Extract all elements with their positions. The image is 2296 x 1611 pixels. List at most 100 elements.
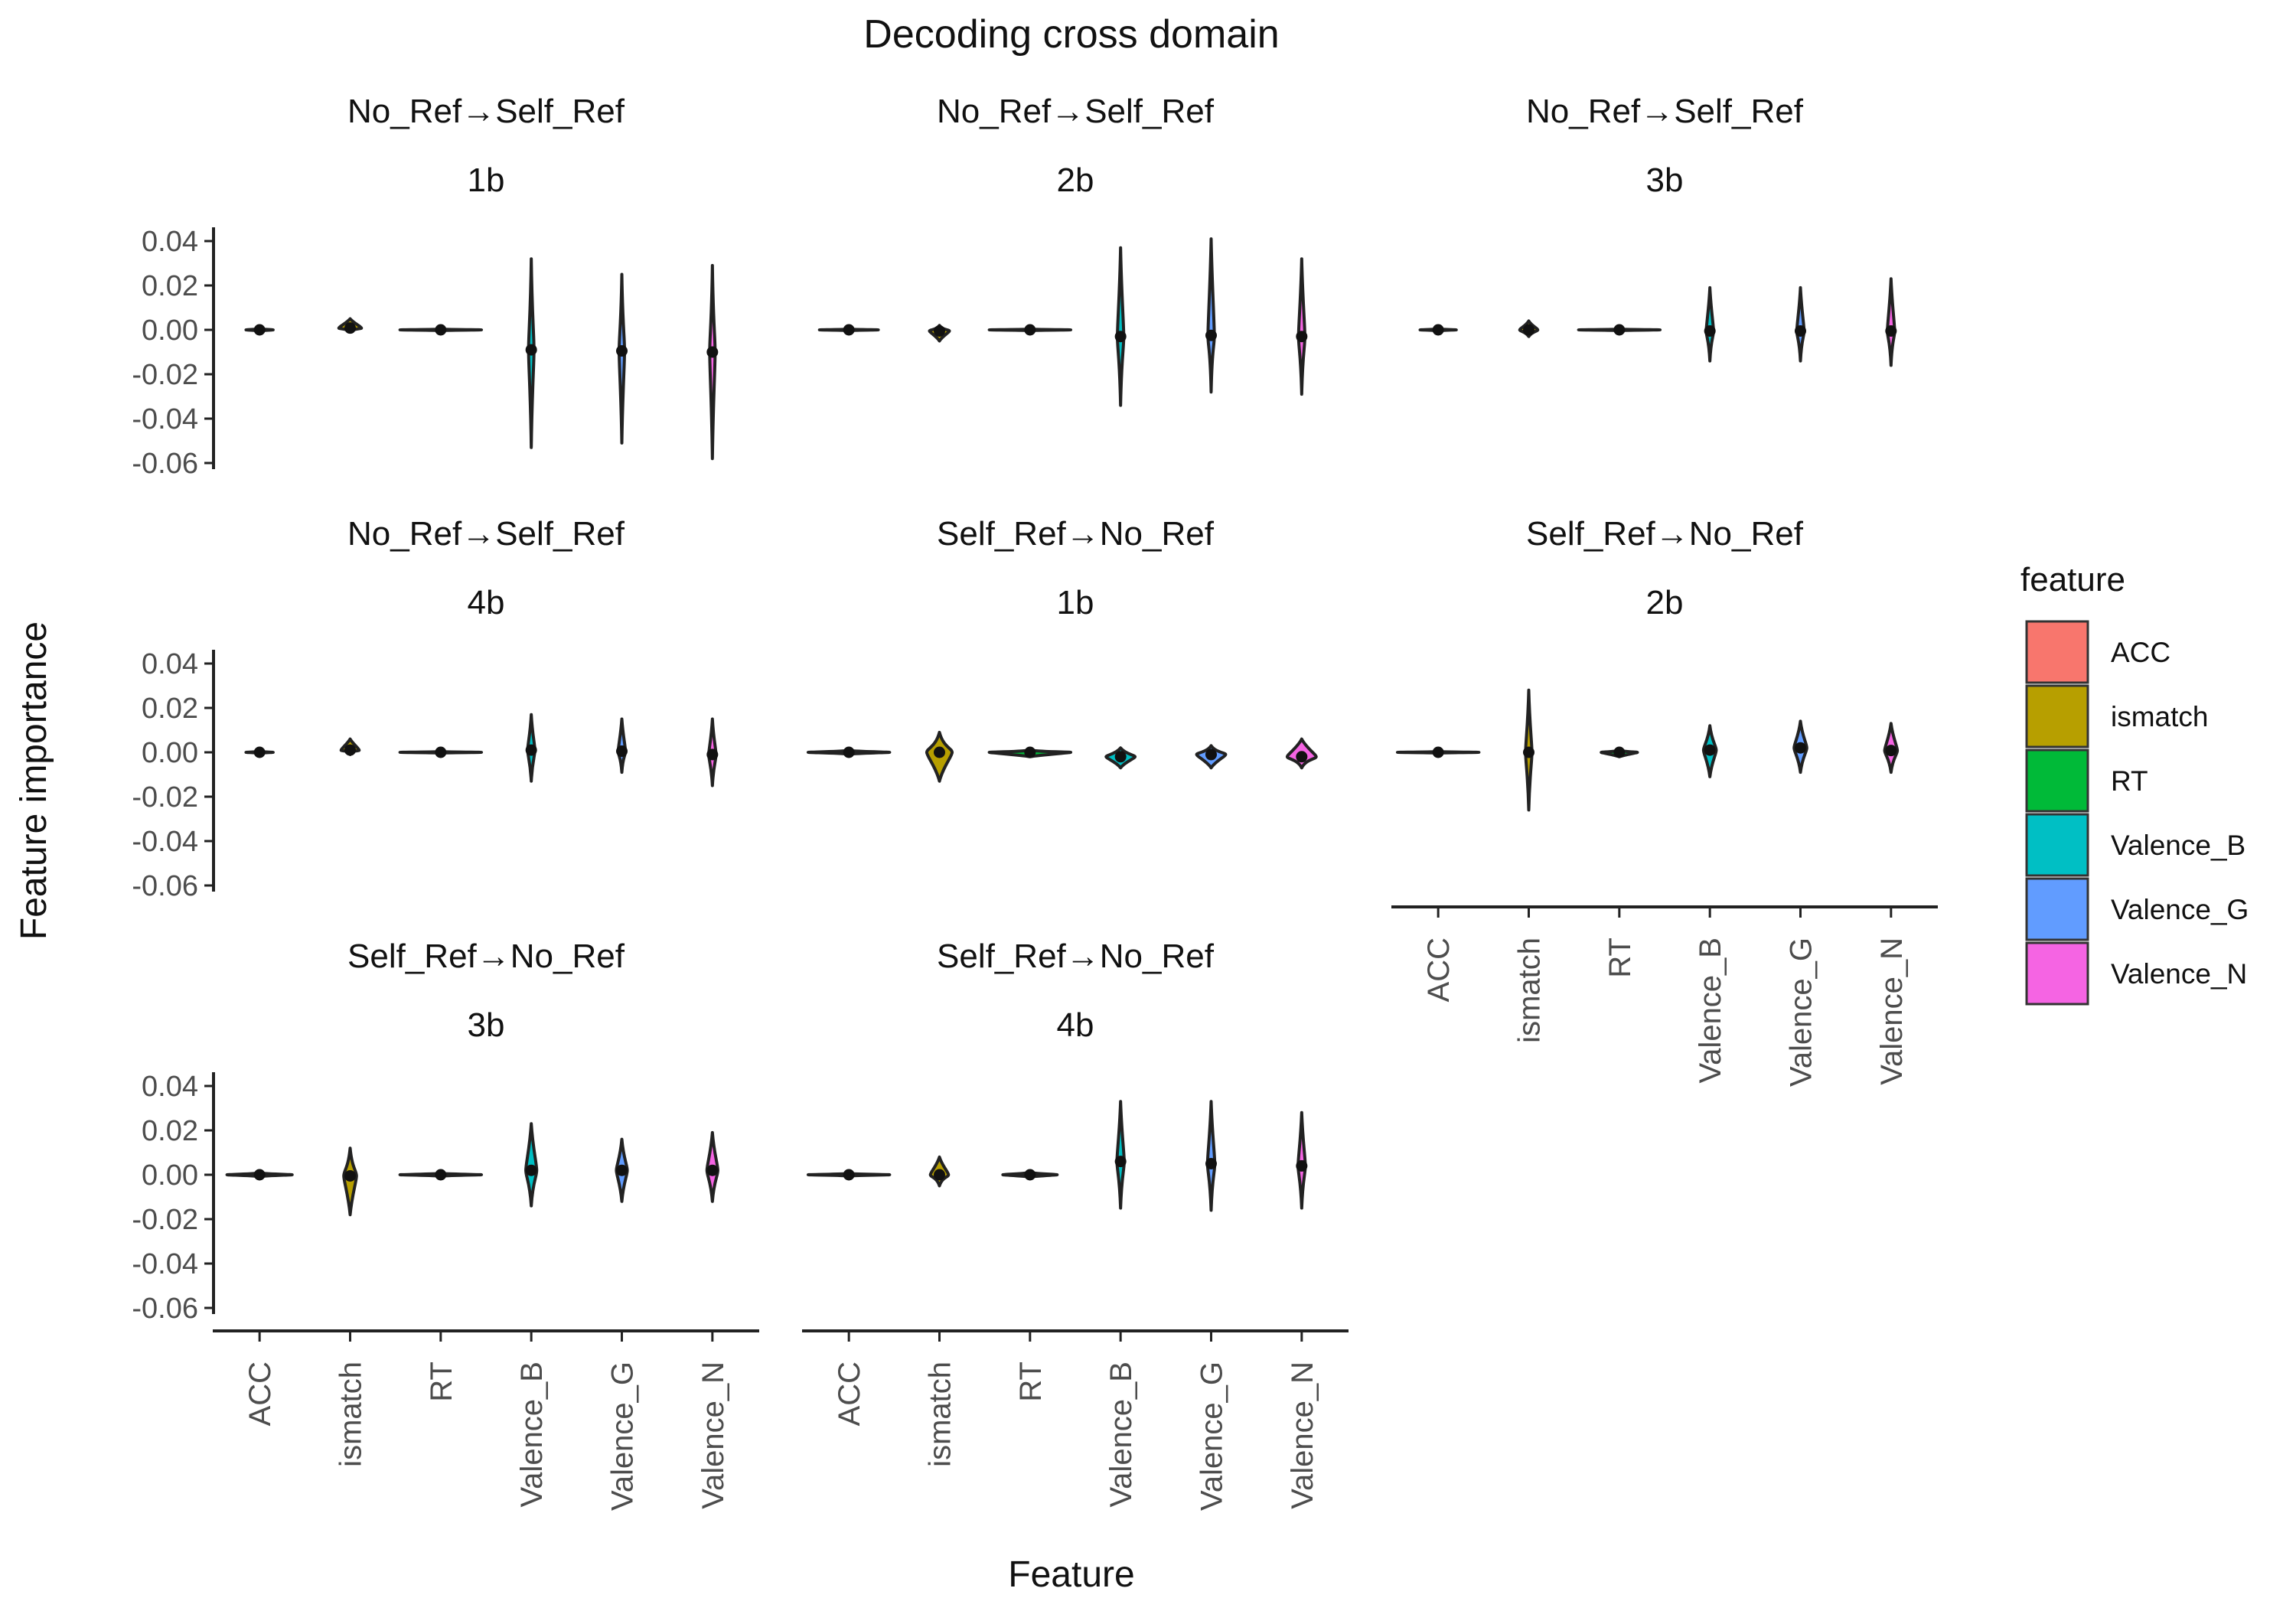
legend-label: Valence_B [2111, 830, 2245, 861]
x-tick-label: Valence_N [696, 1362, 730, 1509]
facet-panel: Self_Ref→No_Ref 2b ACC ismatch RT Valence_B Va… [1391, 515, 1938, 1087]
median-point [1024, 324, 1036, 336]
y-tick-label: -0.02 [132, 781, 198, 814]
violin-valence-g [1206, 237, 1216, 394]
y-tick-label: -0.02 [132, 359, 198, 391]
median-point [1024, 1169, 1036, 1181]
facet-strip-direction: No_Ref→Self_Ref [1526, 93, 1804, 130]
median-point [1523, 324, 1534, 336]
x-tick-label: Valence_G [1195, 1362, 1229, 1511]
violin-valence-b [1116, 246, 1126, 407]
legend-label: ACC [2111, 637, 2170, 668]
y-tick-label: 0.02 [142, 693, 198, 725]
median-point [253, 746, 266, 758]
legend-title: feature [2020, 561, 2125, 598]
facet-strip-level: 4b [1057, 1006, 1094, 1044]
median-point [344, 1169, 356, 1182]
x-tick-label: RT [1603, 938, 1637, 978]
facet-strip-level: 4b [468, 584, 505, 621]
violin-valence-n [1296, 257, 1306, 396]
facet-strip-level: 2b [1646, 584, 1684, 621]
legend-key-valence-g [2025, 877, 2089, 941]
median-point [1114, 1156, 1127, 1168]
x-tick-label: Valence_B [1694, 938, 1727, 1084]
median-point [435, 324, 447, 336]
median-point [1885, 324, 1897, 337]
median-point [1114, 331, 1127, 343]
facet-strip-level: 1b [1057, 584, 1094, 621]
chart-title: Decoding cross domain [863, 12, 1279, 57]
x-tick-label: ismatch [334, 1362, 368, 1467]
facet-strip-direction: No_Ref→Self_Ref [937, 93, 1215, 130]
median-point [1296, 1159, 1308, 1172]
median-point [435, 746, 447, 758]
median-point [616, 1164, 628, 1176]
violin-valence-g [1795, 285, 1806, 363]
y-tick-label: 0.04 [142, 1071, 198, 1103]
legend-key-valence-b [2025, 813, 2089, 877]
violin-valence-b [1704, 285, 1715, 363]
facet-strip-level: 2b [1057, 161, 1094, 199]
median-point [1613, 746, 1626, 758]
facet-panel: No_Ref→Self_Ref 1b 0.04 0.02 0.00 -0.02 -0.04 -… [132, 93, 719, 480]
median-point [1432, 746, 1444, 758]
median-point [344, 744, 356, 756]
legend: feature ACC ismatch RT Valence_B Valence_G Va… [2020, 561, 2249, 1006]
x-tick-label: RT [425, 1362, 458, 1402]
x-tick-label: ismatch [924, 1362, 957, 1467]
y-tick-label: 0.02 [142, 270, 198, 302]
legend-key-valence-n [2025, 941, 2089, 1006]
median-point [934, 746, 945, 758]
y-tick-label: -0.06 [132, 448, 198, 480]
x-tick-label: Valence_G [606, 1362, 640, 1511]
legend-label: Valence_G [2111, 894, 2249, 925]
facet-panel: Self_Ref→No_Ref 1b [806, 515, 1318, 783]
legend-label: RT [2111, 765, 2148, 797]
x-tick-label: Valence_B [515, 1362, 549, 1508]
facet-panel: No_Ref→Self_Ref 3b [1418, 93, 1897, 367]
median-point [616, 345, 628, 357]
median-point [1205, 1158, 1217, 1169]
median-point [706, 346, 719, 358]
median-point [1795, 742, 1806, 754]
y-tick-label: -0.04 [132, 403, 198, 435]
median-point [1205, 329, 1217, 341]
violin-valence-n [708, 263, 717, 461]
facet-strip-direction: No_Ref→Self_Ref [347, 515, 625, 553]
y-tick-label: -0.02 [132, 1204, 198, 1236]
facet-panel: Self_Ref→No_Ref 3b 0.04 0.02 0.00 -0.02 -0.04 -… [132, 938, 759, 1511]
median-point [843, 324, 855, 336]
facet-strip-direction: Self_Ref→No_Ref [347, 938, 625, 975]
x-tick-label: Valence_B [1104, 1362, 1138, 1508]
median-point [1795, 324, 1806, 337]
facet-panel: No_Ref→Self_Ref 4b 0.04 0.02 0.00 -0.02 -0.04 -… [132, 515, 719, 902]
y-tick-label: -0.06 [132, 870, 198, 902]
x-tick-label: ACC [243, 1362, 277, 1426]
facet-strip-level: 1b [468, 161, 505, 199]
y-tick-label: -0.04 [132, 826, 198, 858]
x-tick-label: Valence_N [1875, 938, 1909, 1085]
facet-panel: No_Ref→Self_Ref 2b [817, 93, 1308, 407]
x-tick-label: Valence_N [1286, 1362, 1319, 1509]
median-point [253, 1169, 266, 1181]
median-point [1613, 324, 1626, 336]
facet-panels: No_Ref→Self_Ref 1b 0.04 0.02 0.00 -0.02 -0.04 -… [132, 93, 1938, 1511]
y-tick-label: 0.00 [142, 1159, 198, 1192]
median-point [1885, 745, 1897, 757]
x-tick-label: ACC [1422, 938, 1456, 1002]
violin-valence-b [1115, 1100, 1126, 1210]
y-tick-label: 0.00 [142, 315, 198, 347]
y-tick-label: 0.02 [142, 1115, 198, 1147]
y-tick-label: 0.04 [142, 648, 198, 680]
facet-strip-level: 3b [1646, 161, 1684, 199]
x-tick-label: RT [1014, 1362, 1048, 1402]
violin-valence-n [1886, 277, 1896, 367]
median-point [706, 748, 719, 761]
median-point [1432, 324, 1444, 336]
x-tick-label: ismatch [1513, 938, 1547, 1043]
median-point [525, 344, 537, 356]
legend-label: Valence_N [2111, 958, 2247, 990]
x-axis-title: Feature [1008, 1554, 1134, 1595]
median-point [1296, 751, 1308, 763]
